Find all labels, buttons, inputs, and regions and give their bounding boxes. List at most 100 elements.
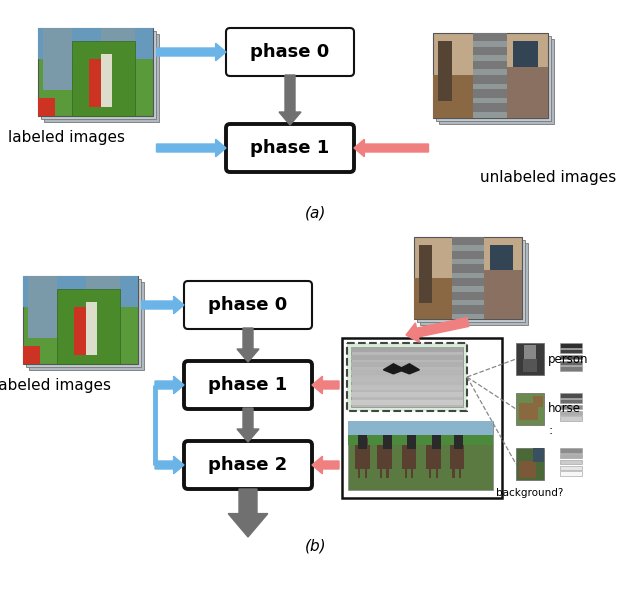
- Bar: [383, 435, 391, 449]
- Bar: [358, 435, 367, 449]
- Bar: [473, 33, 507, 41]
- Bar: [560, 471, 582, 476]
- Bar: [434, 438, 439, 445]
- Bar: [452, 251, 484, 259]
- Bar: [435, 469, 438, 478]
- Bar: [484, 270, 522, 319]
- Bar: [439, 39, 554, 123]
- Bar: [432, 33, 547, 117]
- Bar: [519, 461, 535, 479]
- Polygon shape: [142, 296, 184, 314]
- Bar: [452, 305, 484, 313]
- Bar: [351, 377, 463, 382]
- FancyBboxPatch shape: [226, 124, 354, 172]
- Polygon shape: [155, 376, 184, 394]
- Bar: [516, 448, 544, 480]
- Bar: [404, 469, 407, 478]
- Bar: [86, 302, 97, 355]
- Bar: [473, 103, 507, 112]
- Bar: [560, 417, 582, 421]
- Polygon shape: [237, 328, 259, 362]
- Bar: [351, 399, 463, 405]
- Polygon shape: [157, 139, 226, 157]
- Bar: [513, 41, 538, 67]
- Bar: [533, 448, 544, 462]
- Bar: [560, 367, 582, 371]
- Bar: [100, 28, 135, 85]
- Bar: [435, 36, 550, 120]
- Bar: [560, 448, 582, 452]
- Bar: [533, 396, 543, 408]
- Bar: [525, 344, 535, 361]
- Bar: [452, 278, 484, 286]
- FancyBboxPatch shape: [184, 281, 312, 329]
- Polygon shape: [228, 489, 268, 537]
- Text: horse: horse: [548, 402, 581, 415]
- Bar: [351, 392, 463, 398]
- FancyBboxPatch shape: [226, 28, 354, 76]
- Bar: [72, 41, 135, 116]
- Polygon shape: [384, 364, 420, 374]
- Bar: [348, 421, 493, 490]
- Polygon shape: [354, 139, 428, 157]
- Bar: [23, 276, 138, 364]
- Bar: [452, 237, 484, 245]
- Bar: [560, 399, 582, 403]
- Text: unlabeled images: unlabeled images: [480, 170, 616, 185]
- Bar: [454, 435, 463, 449]
- Bar: [377, 445, 391, 469]
- Polygon shape: [157, 43, 226, 61]
- Bar: [37, 98, 55, 116]
- Polygon shape: [279, 75, 301, 125]
- Bar: [560, 343, 582, 347]
- Bar: [408, 435, 416, 449]
- Bar: [473, 33, 507, 117]
- Bar: [457, 438, 462, 445]
- Bar: [44, 34, 159, 122]
- Bar: [355, 445, 370, 469]
- Bar: [25, 279, 140, 367]
- Bar: [89, 59, 103, 107]
- Bar: [409, 438, 414, 445]
- Bar: [516, 343, 544, 375]
- FancyBboxPatch shape: [184, 441, 312, 489]
- Bar: [100, 54, 112, 107]
- Bar: [507, 67, 547, 117]
- Bar: [414, 237, 522, 319]
- Bar: [516, 393, 544, 425]
- Bar: [365, 469, 367, 478]
- Text: :: :: [548, 424, 552, 436]
- Bar: [523, 359, 537, 372]
- Bar: [453, 469, 454, 478]
- Bar: [380, 469, 382, 478]
- Bar: [384, 438, 389, 445]
- Bar: [438, 41, 452, 101]
- Polygon shape: [155, 456, 184, 474]
- Bar: [560, 465, 582, 470]
- Text: (b): (b): [305, 539, 327, 554]
- Bar: [417, 240, 525, 322]
- Text: phase 0: phase 0: [209, 296, 288, 314]
- Bar: [420, 243, 528, 325]
- Bar: [351, 370, 463, 375]
- Bar: [351, 355, 463, 360]
- Bar: [452, 265, 484, 272]
- Bar: [432, 75, 473, 117]
- Bar: [402, 445, 416, 469]
- Bar: [560, 361, 582, 365]
- Bar: [560, 355, 582, 359]
- Bar: [411, 469, 413, 478]
- Bar: [23, 346, 40, 364]
- Bar: [342, 338, 502, 498]
- Bar: [351, 347, 463, 407]
- FancyBboxPatch shape: [184, 361, 312, 409]
- Bar: [560, 405, 582, 409]
- Bar: [347, 343, 467, 411]
- Bar: [351, 384, 463, 390]
- Text: phase 1: phase 1: [250, 139, 330, 157]
- Bar: [473, 61, 507, 69]
- Bar: [432, 435, 441, 449]
- Text: person: person: [548, 352, 588, 365]
- Bar: [427, 445, 441, 469]
- Bar: [23, 276, 138, 307]
